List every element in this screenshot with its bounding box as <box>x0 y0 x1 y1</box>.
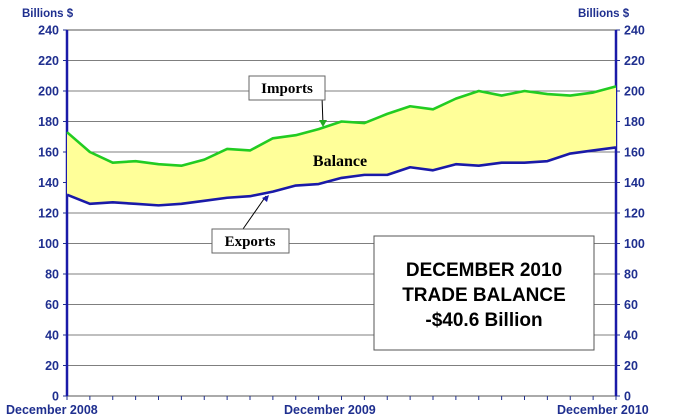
exports-line <box>66 146 617 207</box>
y-tick-label-left: 80 <box>45 268 59 282</box>
y-tick-label-right: 160 <box>624 146 645 160</box>
y-tick-label-right: 220 <box>624 54 645 68</box>
y-tick-label-left: 200 <box>38 85 59 99</box>
y-tick-label-right: 60 <box>624 298 638 312</box>
y-tick-label-left: 140 <box>38 176 59 190</box>
y-tick-label-left: 160 <box>38 146 59 160</box>
y-tick-label-right: 100 <box>624 237 645 251</box>
x-tick-label: December 2010 <box>557 403 649 417</box>
y-tick-label-right: 180 <box>624 115 645 129</box>
y-tick-label-left: 0 <box>52 390 59 404</box>
balance-fill <box>67 86 616 206</box>
summary-box <box>373 235 595 351</box>
series-lines <box>66 85 617 207</box>
y-tick-label-right: 0 <box>624 390 631 404</box>
exports-callout-arrowhead <box>262 195 269 202</box>
y-tick-label-right: 40 <box>624 329 638 343</box>
x-tick-label: December 2008 <box>6 403 98 417</box>
y-tick-label-left: 240 <box>38 24 59 38</box>
right-axis-unit: Billions $ <box>578 8 630 20</box>
exports-callout-leader <box>242 195 267 230</box>
y-tick-label-left: 20 <box>45 359 59 373</box>
y-tick-label-left: 40 <box>45 329 59 343</box>
y-tick-label-right: 140 <box>624 176 645 190</box>
y-tick-label-right: 20 <box>624 359 638 373</box>
imports-line <box>66 85 617 168</box>
summary-line-1: DECEMBER 2010 <box>406 260 562 281</box>
imports-callout-box <box>248 75 326 101</box>
y-tick-label-left: 220 <box>38 54 59 68</box>
y-tick-label-right: 80 <box>624 268 638 282</box>
right-axis-ticks: 0 20 40 60 80 100 120 140 160 180 200 220 240 <box>624 24 645 404</box>
imports-callout-arrowhead <box>319 120 327 127</box>
exports-callout-label: Exports <box>225 234 276 250</box>
x-tick-label: December 2009 <box>284 403 376 417</box>
balance-label: Balance <box>313 153 367 170</box>
exports-callout-box <box>211 228 290 254</box>
left-axis-unit: Billions $ <box>22 8 74 20</box>
summary-line-2: TRADE BALANCE <box>402 285 566 306</box>
y-tick-label-left: 60 <box>45 298 59 312</box>
y-tick-label-right: 200 <box>624 85 645 99</box>
y-tick-label-right: 240 <box>624 24 645 38</box>
y-tick-label-right: 120 <box>624 207 645 221</box>
y-tick-label-left: 100 <box>38 237 59 251</box>
balance-area <box>67 86 616 206</box>
summary-line-3: -$40.6 Billion <box>425 310 542 331</box>
imports-callout-label: Imports <box>261 81 313 97</box>
left-axis-ticks: 0 20 40 60 80 100 120 140 160 180 200 220 240 <box>38 24 59 404</box>
y-tick-label-left: 180 <box>38 115 59 129</box>
y-tick-label-left: 120 <box>38 207 59 221</box>
